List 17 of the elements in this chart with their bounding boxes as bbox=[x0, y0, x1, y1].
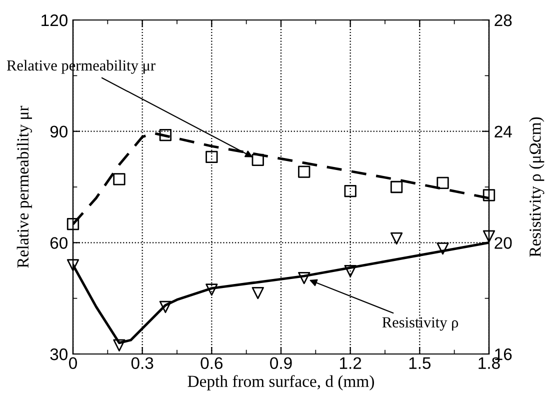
y2-tick-label: 28 bbox=[494, 14, 512, 26]
x-tick-label: 0.3 bbox=[131, 357, 154, 370]
x-tick-label: 0.6 bbox=[200, 357, 223, 370]
y2-axis-title: Resistivity ρ (μΩcm) bbox=[529, 117, 544, 257]
annotation: Resistivity ρ bbox=[382, 317, 458, 331]
x-tick-label: 0 bbox=[69, 357, 77, 370]
y-tick-label: 120 bbox=[42, 14, 68, 26]
y-tick-label: 60 bbox=[50, 237, 68, 249]
y-tick-label: 90 bbox=[50, 126, 68, 138]
y-axis-title: Relative permeability μr bbox=[16, 106, 32, 268]
x-tick-label: 1.2 bbox=[340, 357, 362, 369]
x-tick-label: 0.9 bbox=[270, 357, 292, 370]
x-tick-label: 1.5 bbox=[409, 357, 431, 370]
y-tick-label: 30 bbox=[50, 348, 68, 360]
y2-tick-label: 20 bbox=[494, 237, 512, 249]
y2-tick-label: 24 bbox=[494, 126, 512, 138]
x-axis-title: Depth from surface, d (mm) bbox=[188, 375, 374, 390]
